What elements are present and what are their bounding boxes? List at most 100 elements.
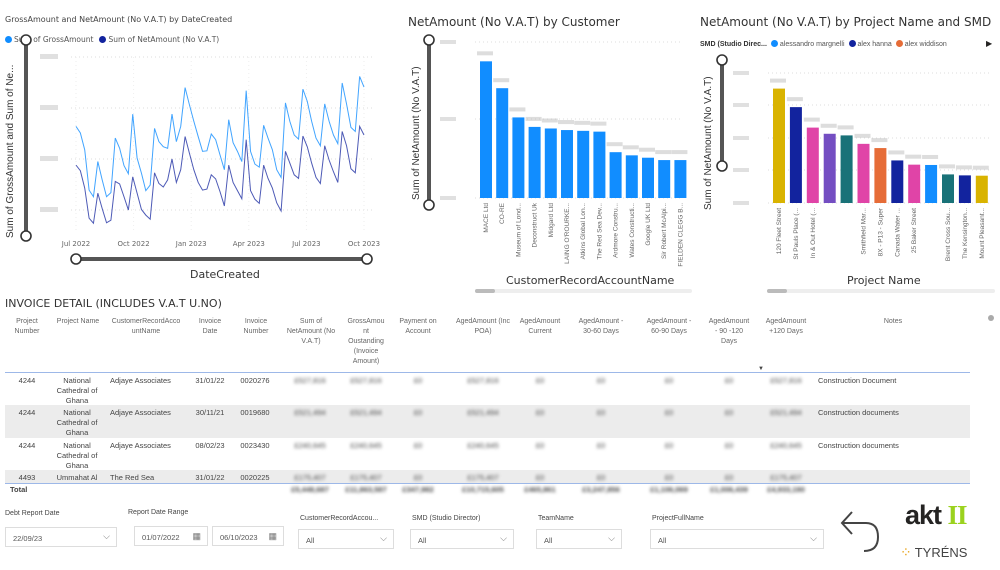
bar[interactable]	[642, 157, 654, 198]
tyrens-logo: ⁘ TYRÉNS	[900, 544, 968, 560]
bar[interactable]	[496, 88, 509, 198]
column-header[interactable]: CustomerRecordAcco untName	[111, 318, 181, 335]
y-axis-range-slider-handle[interactable]	[20, 34, 32, 46]
legend-dot-icon	[895, 40, 903, 47]
debt-report-date-dropdown[interactable]: 22/09/23 ⌵	[5, 527, 117, 547]
y-tick-label-blurred	[440, 40, 456, 44]
y-axis-range-slider-handle[interactable]	[20, 230, 32, 242]
sort-desc-icon[interactable]: ▼	[758, 366, 764, 372]
tyrens-mark-icon: ⁘	[900, 544, 912, 560]
table-row[interactable]	[5, 405, 970, 438]
table-row[interactable]	[5, 438, 970, 470]
series-line-net	[75, 124, 365, 225]
column-header[interactable]: Payment on Account	[399, 318, 437, 335]
y-axis-range-slider-handle[interactable]	[423, 199, 435, 211]
column-header[interactable]: AgedAmount Current	[519, 318, 561, 335]
table-cell: £0	[535, 473, 545, 482]
bar[interactable]	[975, 175, 988, 203]
calendar-icon[interactable]: ▦	[192, 531, 201, 541]
column-header[interactable]: AgedAmount (Inc POA)	[455, 318, 511, 335]
data-label-blurred	[525, 116, 542, 121]
x-tick-label: Museum of Lond...	[515, 203, 522, 257]
bar[interactable]	[593, 131, 606, 198]
smd-filter-dropdown[interactable]: All ⌵	[410, 529, 514, 549]
calendar-icon[interactable]: ▦	[268, 531, 277, 541]
bar[interactable]	[609, 152, 622, 198]
x-tick-label: FIELDEN CLEGG B...	[677, 203, 684, 267]
bar[interactable]	[857, 143, 870, 203]
bar[interactable]	[958, 175, 971, 203]
bar[interactable]	[561, 130, 573, 198]
table-cell: National Cathedral of Ghana	[56, 441, 98, 470]
total-label: Total	[10, 485, 28, 494]
column-header[interactable]: Project Name	[56, 318, 100, 325]
back-arrow-icon[interactable]	[838, 506, 884, 554]
data-label-blurred	[905, 154, 922, 159]
bar[interactable]	[577, 130, 590, 198]
report-date-range-label: Report Date Range	[128, 509, 189, 516]
bar[interactable]	[908, 164, 921, 203]
bar[interactable]	[674, 160, 687, 198]
total-cell: £347,982	[402, 485, 434, 494]
line-chart-title: GrossAmount and NetAmount (No V.A.T) by …	[5, 15, 233, 24]
x-tick-label: Apr 2023	[233, 240, 265, 248]
legend-item-alex-widdison[interactable]: alex widdison	[895, 40, 947, 48]
project-filter-dropdown[interactable]: All ⌵	[650, 529, 824, 549]
x-axis-range-slider-handle[interactable]	[70, 253, 82, 265]
x-axis-range-slider-handle[interactable]	[361, 253, 373, 265]
column-header[interactable]: Sum of NetAmount (No V.A.T)	[286, 318, 336, 345]
scrollbar-thumb[interactable]	[475, 289, 495, 293]
x-tick-label: MACE Ltd	[483, 203, 490, 233]
bar[interactable]	[512, 117, 525, 198]
end-date-input[interactable]: 06/10/2023 ▦	[212, 526, 284, 546]
table-scrollbar[interactable]	[988, 315, 994, 321]
bar[interactable]	[773, 88, 785, 203]
table-cell: £240,645	[350, 441, 382, 450]
bar[interactable]	[658, 160, 671, 198]
bar[interactable]	[891, 160, 904, 203]
column-header[interactable]: Notes	[883, 318, 903, 325]
bar[interactable]	[942, 174, 954, 203]
table-row[interactable]	[5, 470, 970, 483]
team-filter-dropdown[interactable]: All ⌵	[536, 529, 622, 549]
table-cell: 31/01/22	[195, 376, 225, 385]
horizontal-scrollbar[interactable]	[475, 289, 692, 293]
start-date-input[interactable]: 01/07/2022 ▦	[134, 526, 208, 546]
table-row[interactable]	[5, 373, 970, 405]
bar[interactable]	[480, 61, 492, 198]
y-axis-range-slider-handle[interactable]	[423, 34, 435, 46]
bar[interactable]	[840, 135, 853, 203]
legend-title: SMD (Studio Direc...	[700, 40, 767, 48]
y-axis-range-slider-handle[interactable]	[716, 160, 728, 172]
customer-filter-dropdown[interactable]: All ⌵	[298, 529, 394, 549]
column-header[interactable]: GrossAmou nt Oustanding (Invoice Amount)	[347, 318, 385, 365]
column-header[interactable]: AgedAmount - 30-60 Days	[578, 318, 624, 335]
bar[interactable]	[874, 148, 887, 203]
bar[interactable]	[789, 107, 802, 203]
column-header[interactable]: AgedAmount - 60-90 Days	[646, 318, 692, 335]
legend-item-gross[interactable]: Sum of GrossAmount	[5, 35, 93, 44]
legend-item-net[interactable]: Sum of NetAmount (No V.A.T)	[99, 35, 219, 44]
legend-item-alessandro[interactable]: alessandro margnelli	[770, 40, 845, 48]
y-tick-label-blurred	[733, 71, 749, 75]
y-tick-label-blurred	[733, 136, 749, 140]
column-header[interactable]: Invoice Number	[243, 318, 269, 335]
column-header[interactable]: AgedAmount +120 Days	[765, 318, 807, 335]
column-header[interactable]: Project Number	[14, 318, 40, 335]
legend-next-arrow-icon[interactable]: ▶	[986, 39, 993, 48]
scrollbar-thumb[interactable]	[767, 289, 787, 293]
bar[interactable]	[806, 127, 819, 203]
akt-logo: akt II	[905, 500, 968, 530]
column-header[interactable]: AgedAmount - 90 -120 Days	[708, 318, 750, 345]
bar[interactable]	[528, 126, 541, 198]
legend-item-alex-hanna[interactable]: alex hanna	[848, 40, 892, 48]
y-axis-range-slider-handle[interactable]	[716, 54, 728, 66]
column-header[interactable]: Invoice Date	[198, 318, 222, 335]
bar[interactable]	[823, 133, 836, 203]
bar[interactable]	[925, 164, 938, 203]
bar[interactable]	[625, 155, 638, 198]
line-chart-legend: Sum of GrossAmount Sum of NetAmount (No …	[5, 35, 219, 44]
x-tick-label: 8X - P13 - Super	[877, 207, 884, 256]
bar[interactable]	[544, 128, 557, 198]
horizontal-scrollbar[interactable]	[767, 289, 995, 293]
